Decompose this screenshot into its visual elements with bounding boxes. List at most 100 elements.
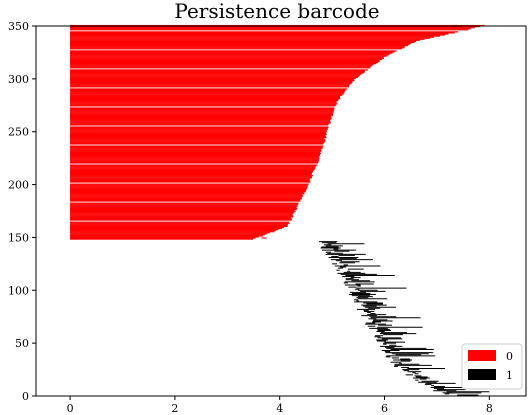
h0-bar <box>70 140 326 142</box>
h0-bar <box>70 230 276 232</box>
h0-bar <box>70 137 327 139</box>
h0-bar <box>261 237 267 239</box>
h0-bar <box>70 193 305 195</box>
y-tick-label: 350 <box>8 20 29 33</box>
y-tick-label: 0 <box>22 390 29 403</box>
h0-bar <box>70 109 335 111</box>
y-tick-label: 200 <box>8 179 29 192</box>
h0-bar <box>70 38 425 40</box>
h0-bar <box>70 156 320 158</box>
h0-bar <box>70 218 293 220</box>
h0-bar <box>70 92 345 94</box>
h0-bar <box>70 135 326 138</box>
h0-bar <box>70 37 431 39</box>
h0-bar <box>70 119 331 121</box>
h0-bar <box>70 31 458 33</box>
h0-bar <box>70 90 345 92</box>
y-tick-label: 250 <box>8 126 29 139</box>
h0-bar <box>70 82 353 84</box>
h0-bar <box>70 55 387 57</box>
h0-bar <box>70 127 328 129</box>
h0-bar <box>70 65 373 67</box>
h0-bar <box>70 120 330 122</box>
h0-bar <box>70 66 371 68</box>
h0-bar <box>70 80 353 83</box>
h0-bar <box>70 110 334 112</box>
h0-bar <box>70 58 383 60</box>
h0-bar <box>70 114 333 117</box>
h0-bar <box>70 63 377 65</box>
h0-bar <box>70 212 295 214</box>
h0-bar <box>70 73 362 75</box>
h0-bar <box>70 148 322 150</box>
h0-bar <box>70 115 332 118</box>
h0-bar <box>70 85 350 87</box>
h0-bar <box>70 111 334 113</box>
h0-bar <box>70 161 319 163</box>
legend-label: 1 <box>506 369 513 382</box>
x-tick-label: 8 <box>486 402 493 415</box>
h0-bar <box>70 168 315 170</box>
h0-bar <box>70 158 320 160</box>
h0-bar <box>70 61 379 64</box>
h0-bar <box>70 54 389 56</box>
h0-bar <box>70 112 333 114</box>
h0-bar <box>70 130 327 132</box>
h0-bar <box>70 97 341 100</box>
h0-bar <box>70 76 359 78</box>
h0-bar <box>70 159 320 161</box>
h0-bar <box>70 94 342 96</box>
h0-bar <box>70 169 314 171</box>
h0-bar <box>70 138 325 140</box>
h0-bar <box>70 57 384 59</box>
h0-bar <box>70 219 292 221</box>
h0-bar <box>70 217 291 219</box>
plot-frame <box>35 25 527 397</box>
h0-bar <box>70 225 288 228</box>
y-tick-label: 50 <box>15 337 29 350</box>
y-axis: 0 50 100 150 200 250 300 350 <box>8 20 36 403</box>
h0-bar <box>70 196 303 198</box>
y-tick-label: 100 <box>8 284 29 297</box>
h0-bar <box>70 117 332 120</box>
h0-bar <box>70 29 469 31</box>
h0-bar <box>70 83 352 85</box>
h0-bar <box>70 189 307 192</box>
h0-bar <box>70 162 319 164</box>
h0-bar <box>70 95 341 97</box>
h0-bar <box>70 170 313 173</box>
h0-bar <box>70 50 397 52</box>
h0-bar <box>70 185 308 187</box>
h0-bar <box>70 235 263 237</box>
h0-bar <box>70 107 335 109</box>
h0-bar <box>70 93 344 95</box>
h0-bar <box>70 179 310 181</box>
h0-bar <box>70 60 380 63</box>
y-tick-label: 300 <box>8 73 29 86</box>
h0-bar <box>70 152 322 155</box>
h0-bar <box>70 113 334 115</box>
h0-bar <box>70 186 308 188</box>
h0-bar <box>70 141 326 143</box>
h0-bar <box>70 46 405 48</box>
h0-bar <box>70 133 327 136</box>
h0-bar <box>70 194 303 196</box>
h0-bar <box>70 226 284 229</box>
h0-bar <box>70 77 356 80</box>
h0-bar <box>70 232 270 234</box>
h0-bar <box>70 143 324 145</box>
h0-bar <box>70 157 320 159</box>
h0-bar <box>70 180 311 182</box>
h0-bar <box>70 28 471 30</box>
h0-bar <box>70 128 329 130</box>
h0-bar <box>70 160 320 162</box>
y-tick-label: 150 <box>8 231 29 244</box>
h0-bar <box>70 215 294 217</box>
h0-bar <box>70 224 288 226</box>
h0-bar <box>70 147 323 149</box>
h0-bar <box>70 36 434 38</box>
h0-bar <box>70 176 312 178</box>
h0-bar <box>70 129 327 131</box>
legend: 01 <box>461 343 523 390</box>
